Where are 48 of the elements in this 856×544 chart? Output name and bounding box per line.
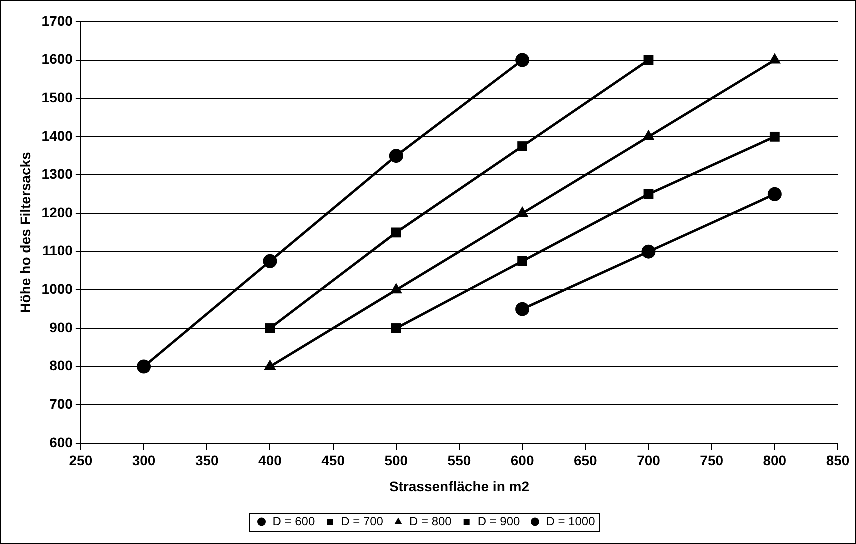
point xyxy=(516,302,530,316)
x-tick-label: 600 xyxy=(510,452,534,469)
y-tick-label: 1000 xyxy=(42,281,74,298)
point xyxy=(518,142,528,152)
point xyxy=(389,149,404,164)
legend-label: D = 800 xyxy=(409,514,452,528)
y-tick-label: 1600 xyxy=(42,51,74,68)
x-tick-label: 550 xyxy=(448,452,472,469)
y-tick-label: 1300 xyxy=(42,166,74,182)
point xyxy=(516,53,530,68)
x-tick-label: 450 xyxy=(322,452,346,469)
x-tick-label: 850 xyxy=(826,452,850,469)
x-tick-label: 300 xyxy=(132,452,156,469)
x-tick-label: 800 xyxy=(763,452,787,469)
y-tick-label: 1500 xyxy=(42,89,74,106)
y-tick-label: 1200 xyxy=(42,204,74,220)
y-tick-label: 700 xyxy=(50,396,74,412)
x-tick-label: 500 xyxy=(384,452,408,469)
x-axis-title: Strassenfläche in m2 xyxy=(389,478,530,494)
point xyxy=(516,206,529,218)
point xyxy=(644,189,654,200)
point xyxy=(391,324,402,334)
y-tick-label: 1700 xyxy=(42,12,74,29)
y-tick-label: 900 xyxy=(50,319,74,336)
point xyxy=(137,360,152,374)
y-tick-label: 800 xyxy=(50,358,74,374)
point xyxy=(768,187,782,202)
legend-label: D = 700 xyxy=(341,514,384,528)
legend-label: D = 900 xyxy=(478,514,521,528)
point xyxy=(391,228,402,238)
x-tick-label: 650 xyxy=(574,452,598,469)
legend-label: D = 1000 xyxy=(546,514,596,528)
point xyxy=(263,254,278,268)
point xyxy=(642,244,656,259)
y-tick-label: 1400 xyxy=(42,128,74,144)
x-tick-label: 400 xyxy=(258,452,282,469)
point xyxy=(644,55,654,66)
y-axis-title: Höhe ho des Filtersacks xyxy=(17,152,34,314)
legend-label: D = 600 xyxy=(272,514,316,528)
y-tick-label: 600 xyxy=(50,434,74,450)
y-tick-label: 1100 xyxy=(42,242,74,259)
x-tick-label: 750 xyxy=(700,452,724,469)
point xyxy=(770,132,780,142)
point xyxy=(518,256,528,266)
x-tick-label: 250 xyxy=(69,452,93,469)
x-tick-label: 700 xyxy=(637,452,661,469)
x-tick-label: 350 xyxy=(195,452,220,469)
point xyxy=(265,324,276,334)
